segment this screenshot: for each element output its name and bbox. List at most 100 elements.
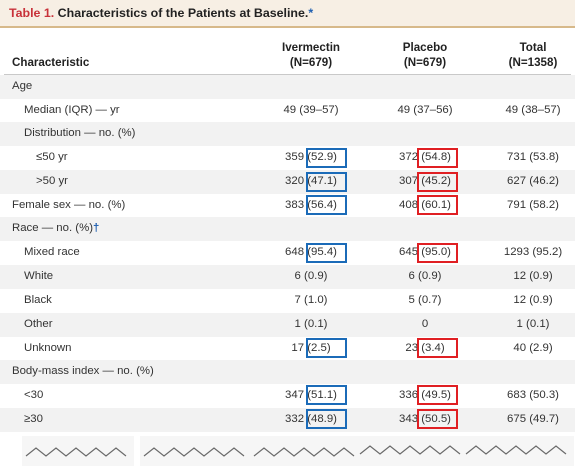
cell-ivermectin: 332 (48.9) (285, 413, 337, 425)
highlight-box-ivermectin (306, 338, 347, 358)
header-divider (4, 74, 571, 75)
row-label: ≥30 (24, 413, 43, 425)
row-label: >50 yr (36, 175, 68, 187)
cell-ivermectin: 49 (39–57) (283, 104, 339, 116)
highlight-box-placebo (417, 338, 458, 358)
cell-ivermectin: 17 (2.5) (291, 342, 331, 354)
header-placebo-n: (N=679) (403, 56, 447, 69)
cell-placebo: 49 (37–56) (397, 104, 453, 116)
highlight-box-placebo (417, 243, 458, 263)
cell-total: 683 (50.3) (507, 389, 559, 401)
header-total-label: Total (519, 41, 547, 54)
header-characteristic: Characteristic (12, 56, 90, 69)
cell-placebo: 372 (54.8) (399, 151, 451, 163)
zigzag-wave-icon (250, 436, 362, 466)
cell-ivermectin: 320 (47.1) (285, 175, 337, 187)
table-row: Unknown 17 (2.5) 23 (3.4) 40 (2.9) (0, 337, 575, 361)
zigzag-wave-icon (462, 436, 574, 466)
table-row: Distribution — no. (%) (0, 122, 575, 146)
row-label: Body-mass index — no. (%) (12, 365, 154, 377)
table-row: Age (0, 75, 575, 99)
header-placebo-label: Placebo (402, 41, 448, 54)
table-title: Table 1. Characteristics of the Patients… (9, 6, 313, 20)
table-row: Female sex — no. (%) 383 (56.4) 408 (60.… (0, 194, 575, 218)
cell-total: 627 (46.2) (507, 175, 559, 187)
table-title-text: Characteristics of the Patients at Basel… (57, 6, 309, 20)
race-footnote-mark: † (93, 222, 100, 234)
zigzag-wave-icon (140, 436, 252, 466)
cell-total: 1 (0.1) (516, 318, 550, 330)
cell-total: 731 (53.8) (507, 151, 559, 163)
cell-placebo: 6 (0.9) (408, 270, 442, 282)
cell-ivermectin: 359 (52.9) (285, 151, 337, 163)
cell-ivermectin: 383 (56.4) (285, 199, 337, 211)
highlight-box-placebo (417, 172, 458, 192)
highlight-box-placebo (417, 148, 458, 168)
cell-placebo: 343 (50.5) (399, 413, 451, 425)
table-row: White 6 (0.9) 6 (0.9) 12 (0.9) (0, 265, 575, 289)
cell-ivermectin: 7 (1.0) (294, 294, 328, 306)
cell-placebo: 23 (3.4) (405, 342, 445, 354)
table-row: >50 yr 320 (47.1) 307 (45.2) 627 (46.2) (0, 170, 575, 194)
header-placebo: Placebo (N=679) (370, 40, 480, 70)
row-label: Other (24, 318, 53, 330)
table-row: Body-mass index — no. (%) (0, 360, 575, 384)
row-label: ≤50 yr (36, 151, 68, 163)
highlight-box-ivermectin (306, 172, 347, 192)
highlight-box-ivermectin (306, 385, 347, 405)
table-row: Black 7 (1.0) 5 (0.7) 12 (0.9) (0, 289, 575, 313)
row-label: Median (IQR) — yr (24, 104, 120, 116)
cell-total: 12 (0.9) (513, 294, 553, 306)
row-label: Mixed race (24, 246, 80, 258)
row-label: <30 (24, 389, 44, 401)
row-label: Female sex — no. (%) (12, 199, 126, 211)
table-row: ≤50 yr 359 (52.9) 372 (54.8) 731 (53.8) (0, 146, 575, 170)
cell-ivermectin: 347 (51.1) (285, 389, 337, 401)
cell-placebo: 408 (60.1) (399, 199, 451, 211)
row-label-text: Race — no. (%) (12, 222, 94, 234)
row-label: White (24, 270, 54, 282)
table-row: Other 1 (0.1) 0 1 (0.1) (0, 313, 575, 337)
cell-ivermectin: 648 (95.4) (285, 246, 337, 258)
header-total-n: (N=1358) (508, 56, 558, 69)
cell-total: 49 (38–57) (505, 104, 561, 116)
highlight-box-placebo (417, 195, 458, 215)
cell-ivermectin: 1 (0.1) (294, 318, 328, 330)
cell-placebo: 5 (0.7) (408, 294, 442, 306)
cell-placebo: 0 (421, 318, 429, 330)
cell-placebo: 307 (45.2) (399, 175, 451, 187)
highlight-box-ivermectin (306, 195, 347, 215)
header-ivermectin-n: (N=679) (289, 56, 333, 69)
cell-total: 12 (0.9) (513, 270, 553, 282)
cell-total: 791 (58.2) (507, 199, 559, 211)
row-label: Race — no. (%)† (12, 222, 99, 234)
header-ivermectin: Ivermectin (N=679) (256, 40, 366, 70)
header-total: Total (N=1358) (478, 40, 575, 70)
row-label: Black (24, 294, 52, 306)
table-row: Race — no. (%)† (0, 217, 575, 241)
row-label: Unknown (24, 342, 72, 354)
table-number: Table 1. (9, 6, 55, 20)
table-title-bar: Table 1. Characteristics of the Patients… (0, 0, 575, 28)
highlight-box-placebo (417, 385, 458, 405)
row-label: Distribution — no. (%) (24, 127, 136, 139)
cell-total: 40 (2.9) (513, 342, 553, 354)
highlight-box-ivermectin (306, 148, 347, 168)
row-label: Age (12, 80, 33, 92)
cell-placebo: 336 (49.5) (399, 389, 451, 401)
highlight-box-ivermectin (306, 409, 347, 429)
title-footnote-mark: * (308, 6, 314, 20)
cell-ivermectin: 6 (0.9) (294, 270, 328, 282)
cell-total: 1293 (95.2) (503, 246, 563, 258)
header-ivermectin-label: Ivermectin (282, 41, 340, 54)
zigzag-wave-icon (22, 436, 134, 466)
table-row: ≥30 332 (48.9) 343 (50.5) 675 (49.7) (0, 408, 575, 432)
table-row: <30 347 (51.1) 336 (49.5) 683 (50.3) (0, 384, 575, 408)
zigzag-wave-icon (356, 436, 468, 466)
cell-placebo: 645 (95.0) (399, 246, 451, 258)
highlight-box-placebo (417, 409, 458, 429)
highlight-box-ivermectin (306, 243, 347, 263)
table-row: Mixed race 648 (95.4) 645 (95.0) 1293 (9… (0, 241, 575, 265)
cell-total: 675 (49.7) (507, 413, 559, 425)
table-row: Median (IQR) — yr 49 (39–57) 49 (37–56) … (0, 99, 575, 123)
